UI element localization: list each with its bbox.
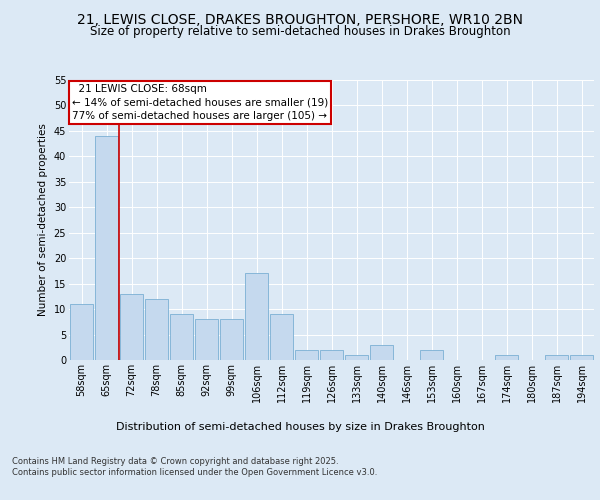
Bar	[495, 355, 518, 360]
Bar	[420, 350, 443, 360]
Bar	[95, 136, 118, 360]
Bar	[295, 350, 318, 360]
Y-axis label: Number of semi-detached properties: Number of semi-detached properties	[38, 124, 48, 316]
Bar	[320, 350, 343, 360]
Bar	[270, 314, 293, 360]
Bar	[195, 320, 218, 360]
Bar	[370, 344, 393, 360]
Text: 21, LEWIS CLOSE, DRAKES BROUGHTON, PERSHORE, WR10 2BN: 21, LEWIS CLOSE, DRAKES BROUGHTON, PERSH…	[77, 12, 523, 26]
Text: Contains HM Land Registry data © Crown copyright and database right 2025.
Contai: Contains HM Land Registry data © Crown c…	[12, 458, 377, 477]
Bar	[570, 355, 593, 360]
Bar	[220, 320, 243, 360]
Bar	[120, 294, 143, 360]
Bar	[245, 274, 268, 360]
Text: Distribution of semi-detached houses by size in Drakes Broughton: Distribution of semi-detached houses by …	[116, 422, 484, 432]
Bar	[145, 299, 168, 360]
Text: 21 LEWIS CLOSE: 68sqm
← 14% of semi-detached houses are smaller (19)
77% of semi: 21 LEWIS CLOSE: 68sqm ← 14% of semi-deta…	[71, 84, 328, 120]
Text: Size of property relative to semi-detached houses in Drakes Broughton: Size of property relative to semi-detach…	[89, 25, 511, 38]
Bar	[170, 314, 193, 360]
Bar	[70, 304, 93, 360]
Bar	[345, 355, 368, 360]
Bar	[545, 355, 568, 360]
